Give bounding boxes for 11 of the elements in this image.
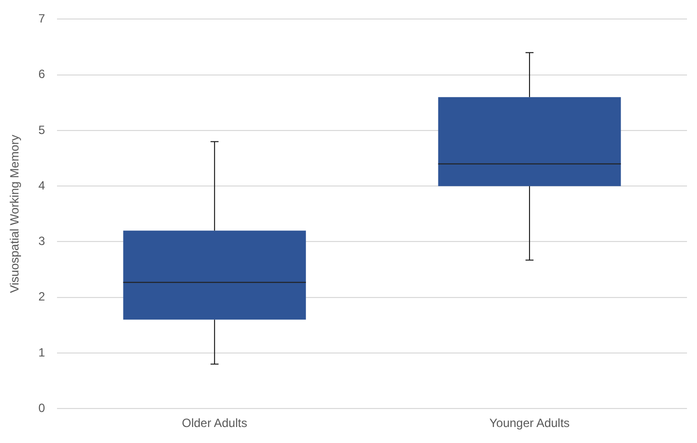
x-tick-label: Older Adults [182, 416, 248, 430]
y-tick-label: 4 [38, 178, 46, 192]
y-tick-label: 3 [38, 234, 46, 248]
x-tick-label: Younger Adults [489, 416, 570, 430]
y-tick-label: 6 [38, 67, 46, 82]
y-axis-title: Visuospatial Working Memory [8, 134, 22, 294]
y-tick-label: 0 [38, 400, 46, 415]
y-tick-label: 2 [38, 290, 46, 304]
y-tick-label: 1 [38, 345, 46, 360]
y-tick-label: 5 [38, 122, 46, 137]
y-tick-label: 7 [38, 12, 46, 26]
